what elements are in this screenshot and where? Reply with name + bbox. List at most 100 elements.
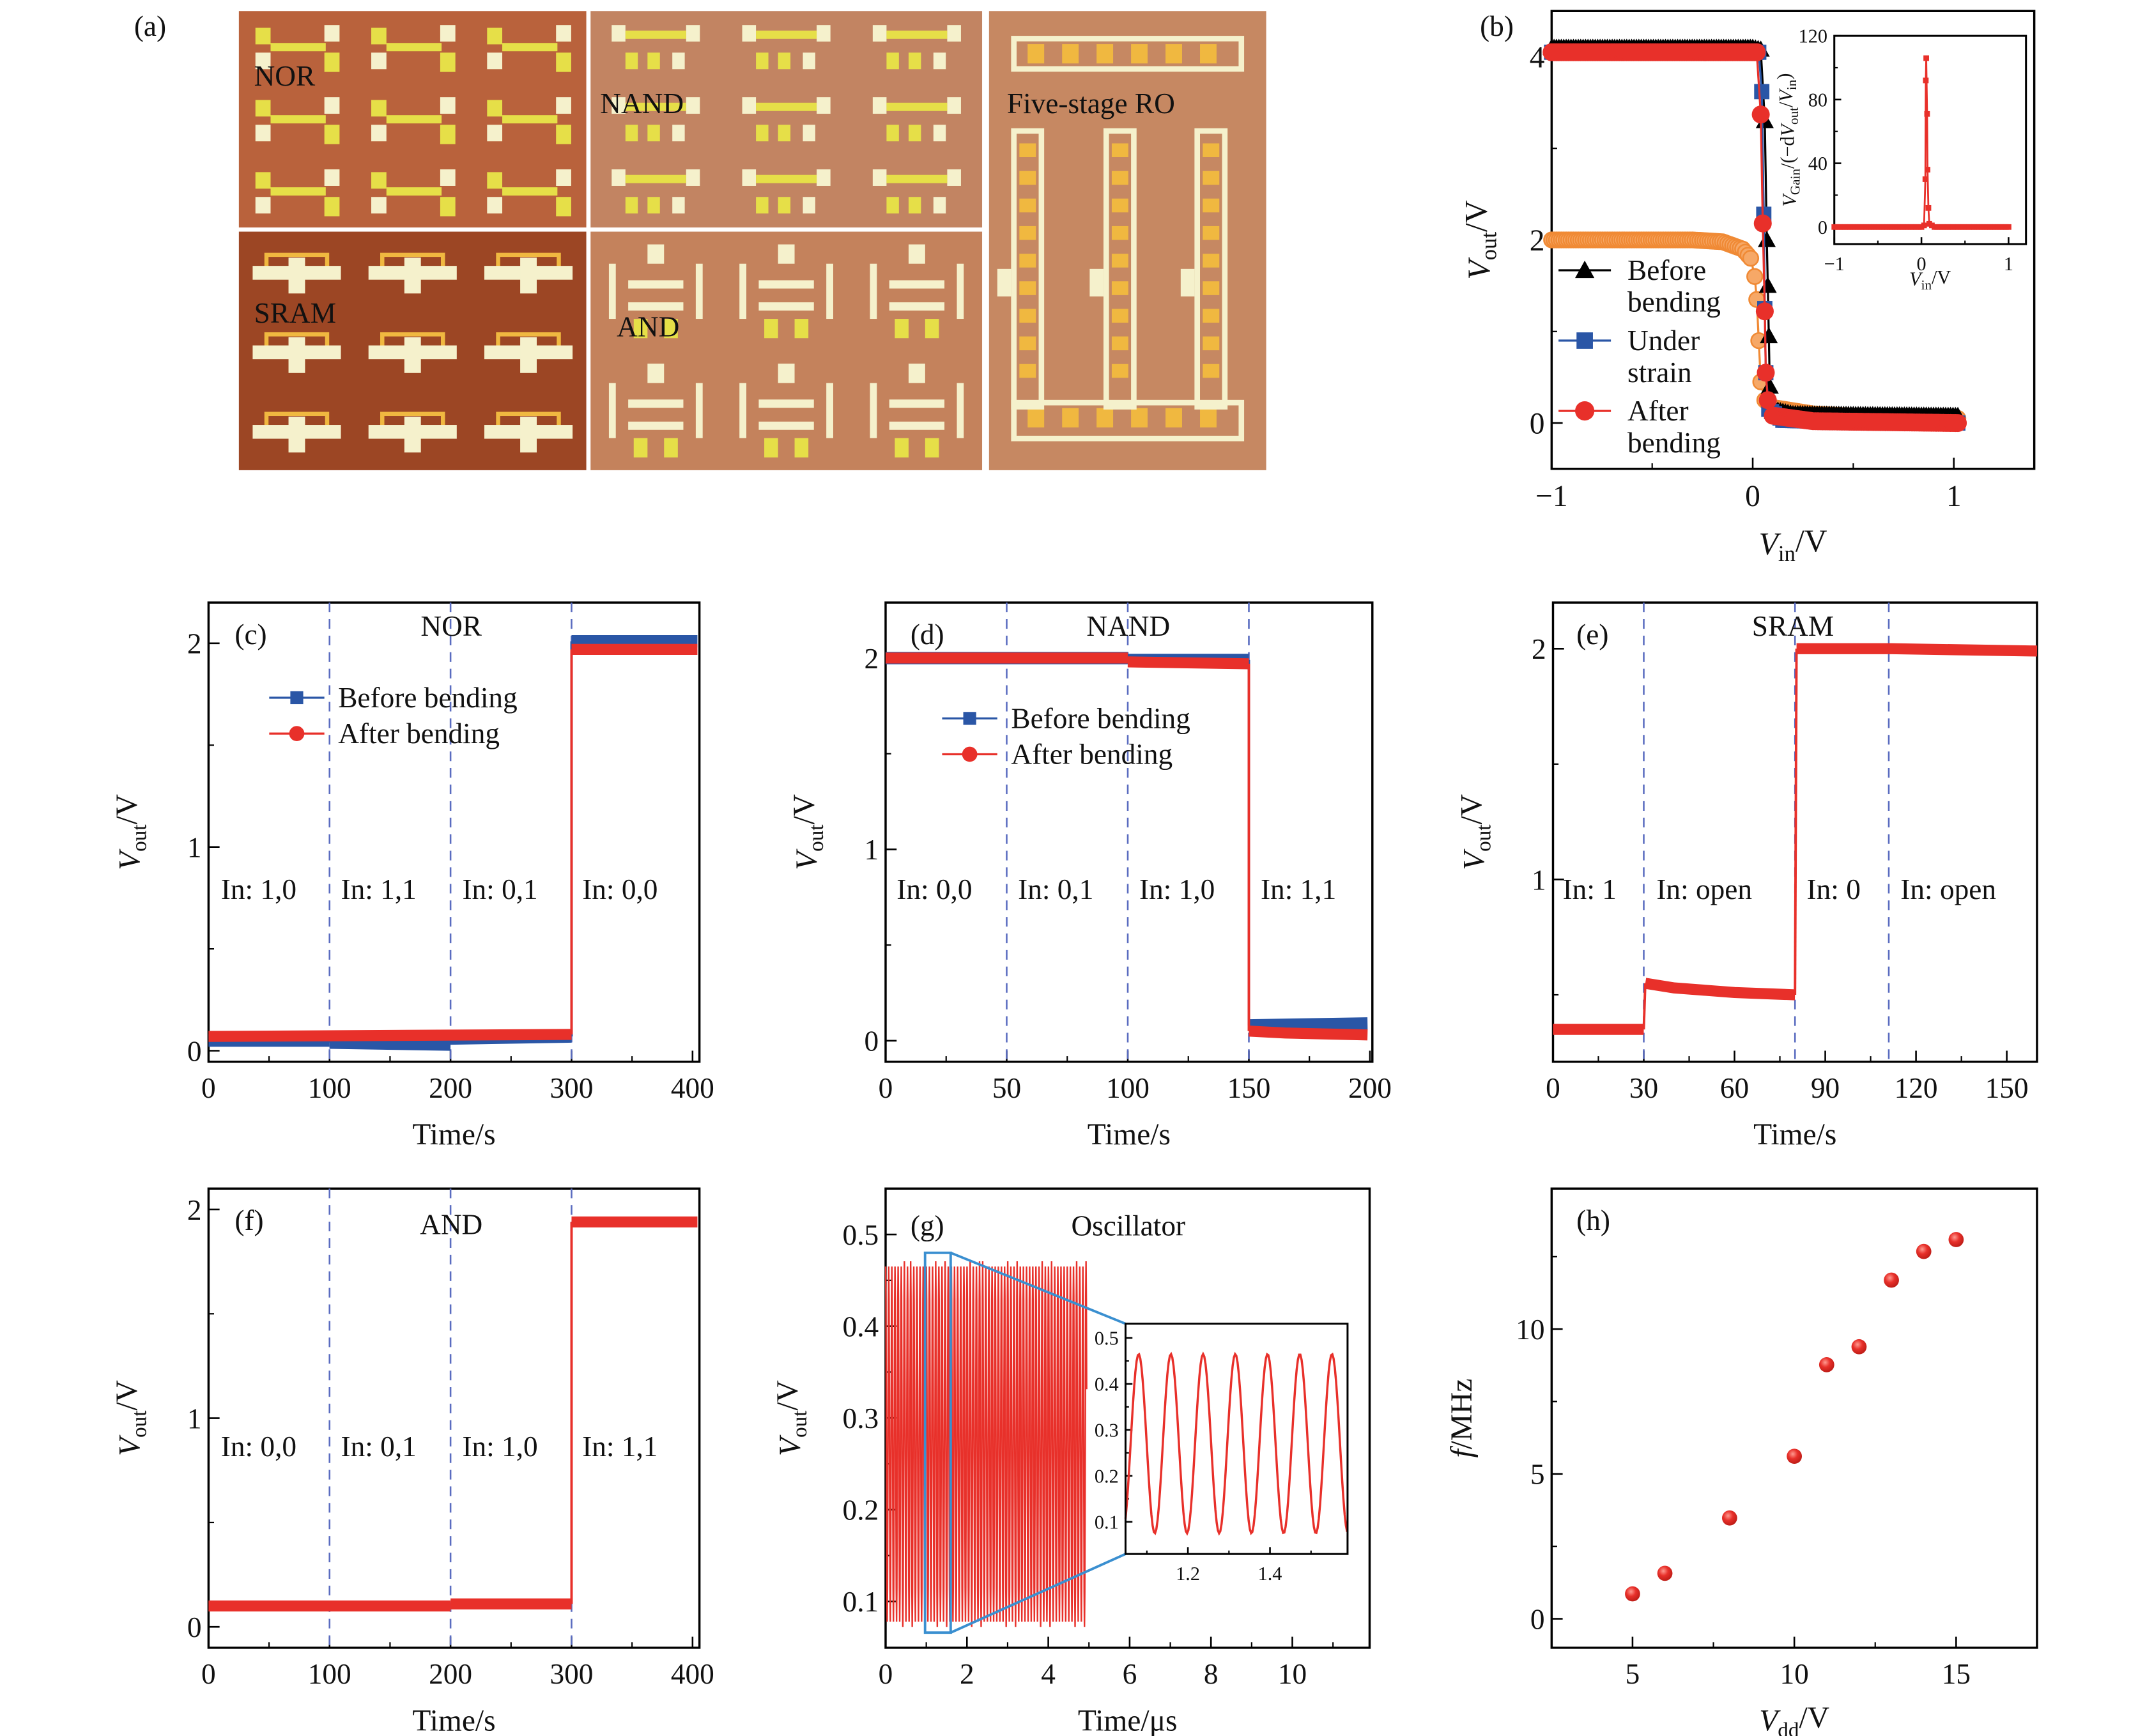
panel-f: 0 100 200 300 400 0 1 2 Time/s Vout/V In: 0,0 In: 0… (111, 1187, 714, 1736)
axes-frame (1124, 1323, 1349, 1555)
y-tick-label: 0.2 (1095, 1465, 1119, 1487)
label-part: out (1786, 107, 1801, 125)
label-part: V (1775, 88, 1797, 102)
series-c-1 (208, 643, 698, 1042)
label-part: /V (111, 794, 144, 824)
micrograph-sram (238, 231, 587, 470)
device-pad (1019, 226, 1036, 240)
legend-label: bending (1627, 286, 1721, 318)
device-trace (886, 30, 948, 39)
label-part: /V (788, 794, 821, 824)
device-trace (625, 30, 686, 39)
x-tick-label: 400 (671, 1072, 714, 1104)
device-pad (371, 197, 387, 214)
device-trace (1011, 128, 1045, 410)
device-pad (1111, 281, 1128, 295)
panel-title: NAND (1086, 610, 1170, 642)
device-pad (1019, 198, 1036, 213)
data-point (1923, 77, 1929, 84)
panel-g: 0 2 4 6 8 10 0.1 0.2 0.3 0.4 0.5 Time/μs Vout/V Oscil… (771, 1187, 1371, 1736)
input-state-annotation: In: 1,0 (462, 1431, 537, 1463)
device-pad (908, 244, 925, 264)
x-tick-label: 0 (1546, 1072, 1560, 1104)
device-pad (1019, 171, 1036, 185)
label-part: /V (1796, 523, 1827, 558)
axes-frame (1833, 35, 2027, 245)
x-tick-label: 0 (879, 1658, 893, 1690)
data-point (1758, 391, 1777, 410)
device-pad (664, 438, 678, 457)
data-point (1758, 231, 1776, 247)
legend-label: Before (1627, 254, 1706, 286)
device-pad (1131, 408, 1148, 427)
oscillation-signal (884, 1261, 1088, 1627)
device-pad (672, 125, 685, 142)
y-axis-label: Vout/V (1459, 200, 1502, 280)
device-pad (1111, 226, 1128, 240)
legend-label: After bending (338, 718, 500, 749)
data-point (1949, 414, 1967, 433)
legend-marker (962, 746, 978, 762)
device-pad (1111, 143, 1128, 158)
device-pad (440, 125, 456, 144)
device-pad (1203, 198, 1220, 213)
device-pad (440, 97, 456, 114)
label-part: dd (1778, 1718, 1799, 1736)
micrograph-label-sram: SRAM (254, 297, 336, 329)
device-trace (608, 383, 616, 438)
device-trace (889, 399, 945, 408)
x-tick-label: 5 (1626, 1658, 1640, 1690)
device-trace (1194, 128, 1228, 410)
device-pad (778, 125, 791, 142)
device-pad (803, 125, 815, 142)
device-trace (826, 263, 833, 319)
device-pad (324, 125, 340, 144)
axes-frame (884, 601, 1374, 1063)
y-tick-label: 4 (1530, 42, 1545, 75)
device-trace (889, 302, 945, 311)
device-pad (255, 52, 271, 70)
series-gain (1831, 55, 2011, 230)
series-e-0 (1553, 643, 2038, 1035)
series-transition (1794, 649, 1798, 995)
device-pad (324, 25, 340, 42)
data-point (1948, 1232, 1964, 1247)
y-axis-label: Vout/V (111, 794, 151, 870)
legend-marker (1575, 401, 1595, 421)
device-pad (742, 25, 757, 42)
series-b-3 (1542, 43, 1967, 433)
input-state-annotation: In: 0,0 (896, 873, 972, 905)
legend-entry: After bending (942, 739, 1173, 771)
input-state-annotation: In: 1 (1563, 873, 1617, 905)
device-trace (889, 280, 945, 289)
x-tick-label: 300 (550, 1072, 593, 1104)
inset-oscillation-signal (1124, 1351, 1348, 1536)
data-point (1924, 111, 1930, 117)
x-tick-label: 1 (1946, 480, 1962, 513)
y-tick-label: 1 (187, 1402, 202, 1434)
data-point (1925, 167, 1931, 173)
legend-marker (1576, 332, 1593, 349)
y-tick-label: 0.3 (843, 1402, 879, 1434)
x-tick-label: 0 (879, 1072, 893, 1104)
data-point (1819, 1357, 1834, 1372)
label-part: V (1758, 526, 1781, 562)
device-trace (608, 263, 616, 319)
label-part: V (1777, 122, 1799, 136)
device-trace (739, 383, 747, 438)
device-pad (1180, 268, 1195, 296)
device-pad (1027, 408, 1045, 427)
device-pad (647, 364, 665, 383)
legend-label: strain (1627, 357, 1692, 388)
device-pad (1111, 254, 1128, 268)
label-part: in (1921, 277, 1932, 293)
device-pad (255, 125, 271, 142)
x-tick-label: 0 (201, 1072, 216, 1104)
device-pad (440, 25, 456, 42)
device-pad (371, 52, 387, 70)
panel-label-c: (c) (235, 618, 266, 650)
x-tick-label: 150 (1985, 1072, 2029, 1104)
y-tick-label: 0.3 (1095, 1419, 1119, 1441)
device-pad (872, 169, 887, 186)
device-pad (1111, 336, 1128, 351)
